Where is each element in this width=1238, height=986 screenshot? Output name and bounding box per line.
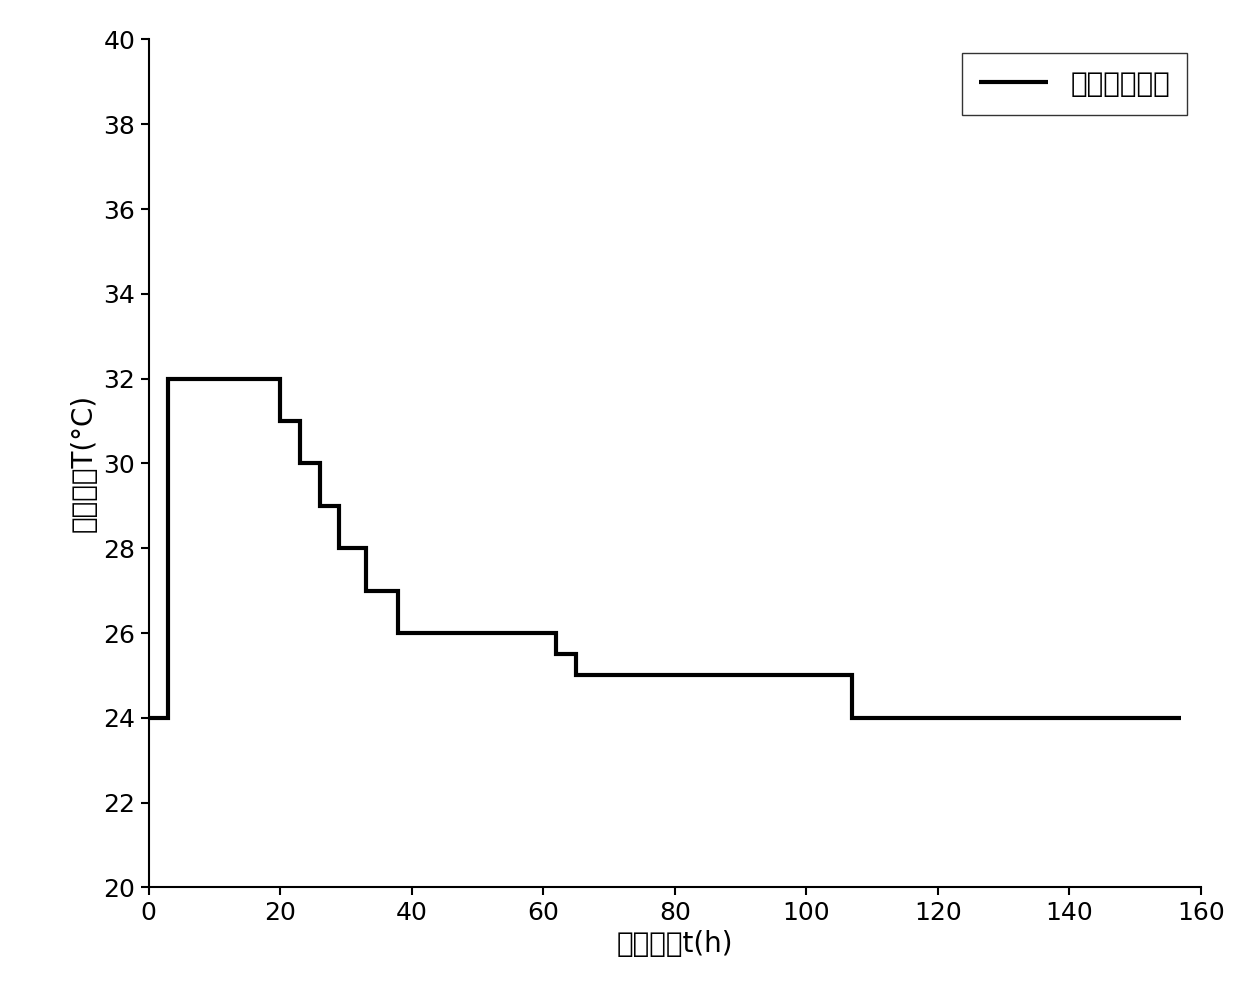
Line: 最优发酵温度: 最优发酵温度 bbox=[149, 379, 1181, 718]
最优发酵温度 bbox=[272, 415, 287, 427]
最优发酵温度 bbox=[391, 585, 406, 597]
最优发酵温度 bbox=[844, 712, 859, 724]
最优发酵温度 bbox=[312, 500, 327, 512]
最优发酵温度 bbox=[568, 649, 583, 661]
最优发酵温度 bbox=[548, 627, 563, 639]
最优发酵温度 bbox=[358, 585, 373, 597]
最优发酵温度 bbox=[141, 712, 156, 724]
最优发酵温度 bbox=[844, 669, 859, 681]
Y-axis label: 发酵温度T(°C): 发酵温度T(°C) bbox=[69, 394, 98, 532]
最优发酵温度 bbox=[161, 373, 176, 385]
最优发酵温度 bbox=[667, 669, 682, 681]
最优发酵温度 bbox=[548, 649, 563, 661]
最优发酵温度 bbox=[667, 669, 682, 681]
最优发酵温度 bbox=[272, 373, 287, 385]
最优发酵温度 bbox=[451, 627, 465, 639]
最优发酵温度 bbox=[1174, 712, 1188, 724]
最优发酵温度 bbox=[161, 712, 176, 724]
最优发酵温度 bbox=[312, 458, 327, 469]
最优发酵温度 bbox=[568, 669, 583, 681]
最优发酵温度 bbox=[292, 458, 307, 469]
最优发酵温度 bbox=[332, 542, 347, 554]
X-axis label: 发酵时间t(h): 发酵时间t(h) bbox=[617, 930, 733, 958]
最优发酵温度 bbox=[332, 500, 347, 512]
最优发酵温度 bbox=[451, 627, 465, 639]
最优发酵温度 bbox=[292, 415, 307, 427]
最优发酵温度 bbox=[358, 542, 373, 554]
最优发酵温度 bbox=[391, 627, 406, 639]
Legend: 最优发酵温度: 最优发酵温度 bbox=[962, 53, 1187, 114]
